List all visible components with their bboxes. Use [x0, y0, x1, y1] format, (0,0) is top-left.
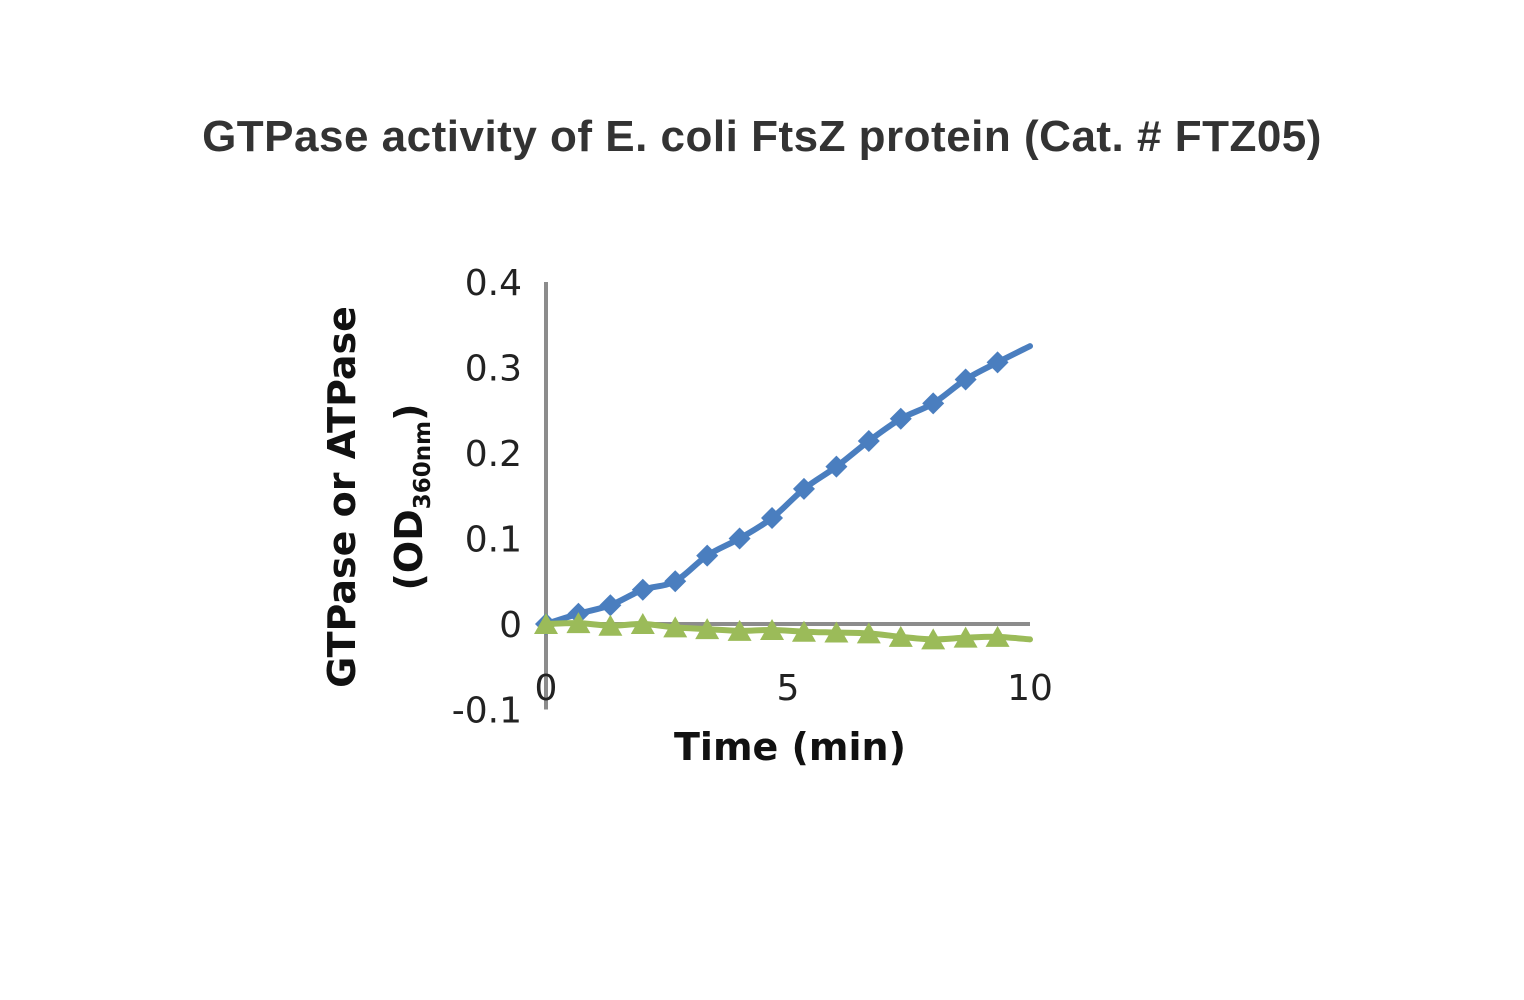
y-tick-label: 0.2	[465, 434, 522, 475]
y-unit-prefix: (OD	[387, 509, 431, 590]
x-tick-label: 5	[777, 668, 800, 709]
series-line-atpase	[543, 620, 1033, 643]
y-tick-label: 0.3	[465, 349, 522, 390]
series-atpase	[534, 612, 1033, 650]
chart-title: GTPase activity of E. coli FtsZ protein …	[202, 112, 1322, 161]
data-point-gtpase	[954, 368, 977, 391]
data-point-atpase	[824, 621, 849, 643]
y-tick-label: 0	[499, 605, 522, 646]
data-point-atpase	[695, 618, 720, 640]
data-point-gtpase	[664, 570, 687, 593]
data-point-atpase	[888, 625, 913, 647]
data-point-gtpase	[728, 527, 751, 550]
data-point-gtpase	[792, 477, 815, 500]
data-point-gtpase	[761, 506, 784, 529]
data-point-atpase	[534, 613, 558, 634]
data-point-gtpase	[696, 544, 719, 567]
y-tick-label: -0.1	[452, 691, 522, 732]
y-axis-unit-label: (OD360nm)	[387, 404, 436, 591]
data-point-atpase	[856, 622, 881, 644]
data-point-gtpase	[857, 430, 880, 453]
y-unit-subscript: 360nm	[410, 421, 436, 509]
x-tick-label: 0	[535, 668, 558, 709]
data-point-atpase	[566, 612, 591, 634]
data-point-atpase	[727, 619, 752, 641]
data-point-gtpase	[922, 392, 945, 415]
data-point-gtpase	[599, 594, 622, 617]
series-line-gtpase	[543, 343, 1033, 627]
x-axis-label: Time (min)	[674, 725, 906, 769]
x-tick-label: 10	[1007, 668, 1053, 709]
data-point-atpase	[630, 613, 655, 634]
data-point-atpase	[760, 618, 785, 640]
data-point-gtpase	[986, 351, 1009, 374]
data-point-gtpase	[825, 455, 848, 478]
data-point-atpase	[791, 620, 816, 642]
tick-labels: 0.4 0.3 0.2 0.1 0 -0.1 0 5 10	[452, 263, 1053, 732]
data-point-atpase	[921, 628, 946, 650]
series-gtpase	[535, 343, 1033, 635]
data-point-gtpase	[889, 407, 912, 430]
data-point-atpase	[598, 614, 623, 636]
y-tick-label: 0.4	[465, 263, 522, 304]
y-unit-suffix: )	[387, 404, 431, 421]
data-point-atpase	[953, 626, 978, 648]
data-point-gtpase	[631, 578, 654, 601]
data-point-atpase	[663, 616, 688, 638]
y-axis-label: GTPase or ATPase	[320, 306, 364, 688]
series-layer	[534, 343, 1033, 650]
data-point-atpase	[985, 625, 1010, 647]
y-tick-label: 0.1	[465, 520, 522, 561]
